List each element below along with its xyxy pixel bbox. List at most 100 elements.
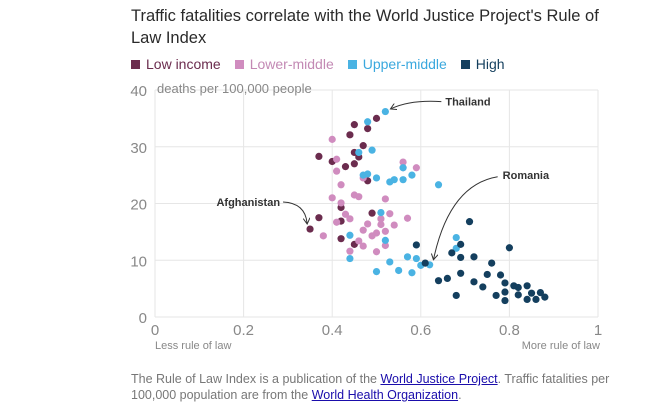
legend-swatch-upper-middle bbox=[347, 59, 357, 69]
point-upper-middle bbox=[408, 269, 416, 277]
annotation-arrow-romania bbox=[434, 176, 498, 259]
x-axis-label-left: Less rule of law bbox=[155, 340, 231, 352]
point-high bbox=[501, 288, 509, 296]
point-high bbox=[501, 296, 509, 305]
point-lower-middle bbox=[390, 221, 398, 229]
point-high bbox=[501, 279, 509, 287]
point-high bbox=[443, 274, 451, 283]
footer-text-3: . bbox=[458, 388, 462, 402]
point-upper-middle bbox=[408, 171, 416, 179]
point-low-income bbox=[306, 225, 314, 233]
point-upper-middle bbox=[364, 170, 372, 178]
point-low-income bbox=[315, 152, 323, 160]
point-low-income bbox=[315, 214, 323, 222]
point-lower-middle bbox=[333, 155, 341, 163]
point-high bbox=[505, 244, 513, 252]
point-high bbox=[532, 295, 540, 304]
point-upper-middle bbox=[377, 208, 385, 217]
point-high bbox=[457, 269, 465, 277]
point-upper-middle bbox=[355, 148, 363, 157]
point-low-income bbox=[337, 235, 345, 243]
point-lower-middle bbox=[341, 210, 350, 218]
annotation-label-thailand: Thailand bbox=[445, 97, 490, 109]
point-upper-middle bbox=[368, 146, 376, 154]
point-high bbox=[465, 218, 474, 226]
point-upper-middle bbox=[399, 176, 407, 184]
point-lower-middle bbox=[319, 232, 327, 240]
point-upper-middle bbox=[346, 254, 354, 263]
point-lower-middle bbox=[386, 210, 394, 218]
chart-title: Traffic fatalities correlate with the Wo… bbox=[131, 7, 599, 47]
point-high bbox=[527, 289, 536, 297]
point-high bbox=[514, 283, 522, 292]
x-tick-label: 0.4 bbox=[322, 322, 343, 339]
legend-label-upper-middle: Upper-middle bbox=[362, 56, 447, 72]
point-lower-middle bbox=[337, 199, 345, 207]
point-upper-middle bbox=[364, 118, 372, 126]
point-lower-middle bbox=[377, 220, 385, 229]
point-high bbox=[536, 288, 545, 297]
footer-text-1: The Rule of Law Index is a publication o… bbox=[131, 372, 381, 386]
legend-item-upper-middle: Upper-middle bbox=[347, 56, 447, 72]
point-high bbox=[514, 291, 522, 299]
point-low-income bbox=[359, 142, 367, 150]
point-high bbox=[479, 283, 487, 291]
point-high bbox=[421, 259, 429, 267]
point-upper-middle bbox=[399, 164, 407, 172]
y-tick-label: 40 bbox=[130, 83, 147, 100]
point-low-income bbox=[368, 209, 376, 217]
point-lower-middle bbox=[412, 164, 420, 172]
point-high bbox=[434, 277, 443, 285]
point-upper-middle bbox=[372, 268, 381, 276]
point-lower-middle bbox=[381, 241, 389, 250]
point-low-income bbox=[350, 160, 358, 168]
legend-swatch-low-income bbox=[131, 59, 140, 69]
point-lower-middle bbox=[381, 227, 389, 235]
footer-text-2: . Traffic fatalities per 100,000 populat… bbox=[131, 372, 610, 402]
point-upper-middle bbox=[346, 231, 354, 239]
point-high bbox=[412, 241, 420, 249]
y-axis-label: deaths per 100,000 people bbox=[157, 81, 312, 96]
point-lower-middle bbox=[333, 167, 341, 175]
point-high bbox=[541, 293, 549, 301]
point-lower-middle bbox=[377, 215, 385, 223]
x-tick-label: 0.8 bbox=[499, 322, 520, 339]
point-upper-middle bbox=[372, 174, 381, 182]
point-upper-middle bbox=[412, 254, 420, 263]
point-lower-middle bbox=[372, 248, 381, 256]
point-upper-middle bbox=[381, 107, 389, 116]
legend-item-lower-middle: Lower-middle bbox=[234, 56, 334, 72]
point-lower-middle bbox=[346, 215, 354, 223]
y-tick-label: 30 bbox=[130, 140, 147, 157]
point-lower-middle bbox=[381, 195, 389, 203]
point-upper-middle bbox=[390, 176, 398, 184]
point-high bbox=[483, 270, 491, 279]
scatter-chart: 0 10 20 30 40 deaths per 100,000 people 0 0.2 0.… bbox=[130, 81, 602, 352]
x-tick-label: 0.6 bbox=[410, 322, 431, 339]
world-justice-project-link[interactable]: World Justice Project bbox=[380, 372, 498, 386]
point-lower-middle bbox=[328, 135, 336, 143]
x-tick-label: 0 bbox=[151, 322, 159, 339]
point-high bbox=[470, 253, 478, 261]
point-upper-middle bbox=[403, 253, 412, 261]
world-health-organization-link[interactable]: World Health Organization bbox=[311, 388, 459, 402]
point-upper-middle bbox=[452, 233, 460, 242]
annotation-label-afghanistan: Afghanistan bbox=[216, 197, 280, 209]
point-high bbox=[492, 291, 500, 300]
point-lower-middle bbox=[359, 226, 367, 234]
point-low-income bbox=[372, 114, 381, 122]
point-lower-middle bbox=[333, 218, 341, 226]
legend-label-high: High bbox=[475, 56, 505, 72]
legend-label-low-income: Low income bbox=[146, 56, 221, 72]
point-low-income bbox=[346, 131, 354, 139]
point-low-income bbox=[350, 121, 358, 129]
legend: Low income Lower-middle Upper-middle Hig… bbox=[131, 56, 505, 72]
point-lower-middle bbox=[346, 247, 354, 255]
point-lower-middle bbox=[337, 181, 345, 189]
y-tick-label: 20 bbox=[130, 197, 147, 214]
legend-swatch-lower-middle bbox=[234, 59, 244, 69]
annotation-label-romania: Romania bbox=[503, 170, 550, 182]
legend-label-lower-middle: Lower-middle bbox=[249, 56, 334, 72]
point-high bbox=[496, 271, 505, 279]
point-upper-middle bbox=[395, 266, 403, 275]
